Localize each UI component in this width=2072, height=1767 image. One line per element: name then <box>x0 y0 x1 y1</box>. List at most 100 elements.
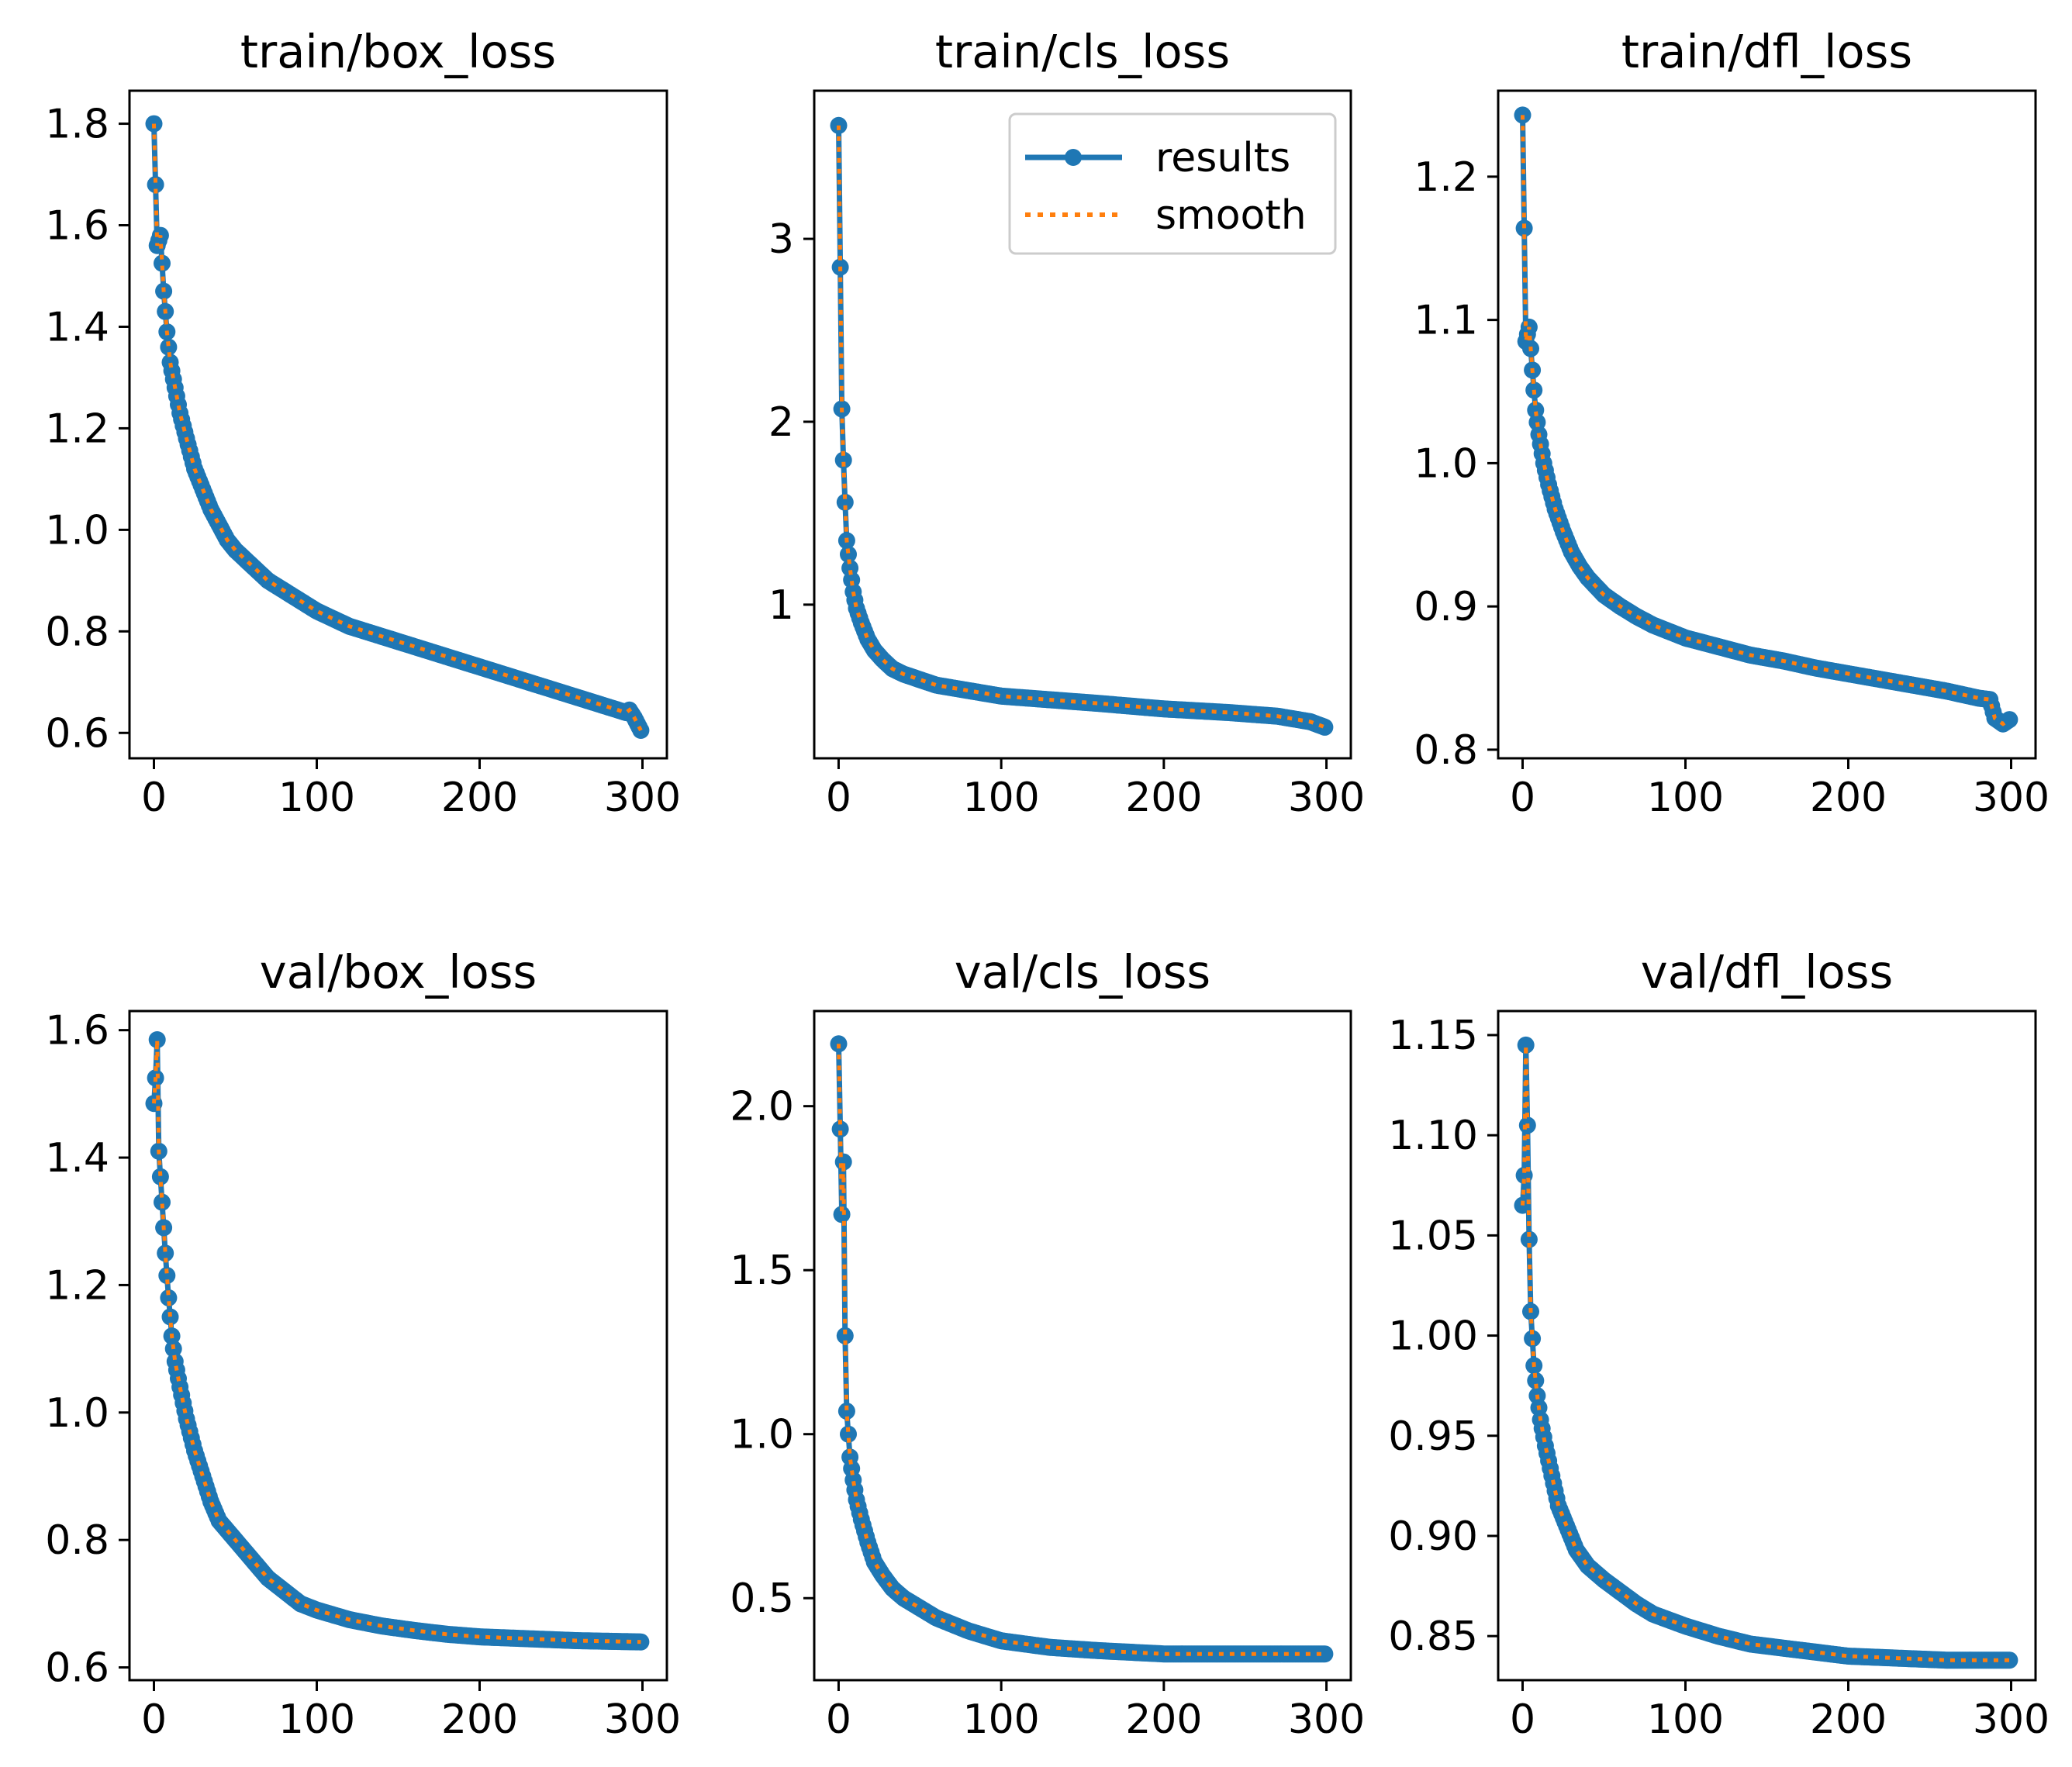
legend-label-results: results <box>1155 135 1290 181</box>
smooth-series-line <box>152 123 643 732</box>
x-tick-label: 300 <box>1973 1696 2050 1743</box>
x-tick-label: 200 <box>1125 1696 1202 1743</box>
data-point <box>1520 1230 1538 1248</box>
y-tick-label: 1.10 <box>1388 1113 1478 1159</box>
axes-frame <box>128 1009 668 1682</box>
y-tick-label: 2.0 <box>730 1084 794 1130</box>
data-point <box>1316 718 1334 736</box>
y-tick-label: 1.6 <box>45 203 109 250</box>
data-point <box>147 176 164 194</box>
data-point <box>157 1244 174 1262</box>
data-point <box>160 338 178 356</box>
data-point <box>160 1289 178 1306</box>
y-tick-label: 1.0 <box>730 1412 794 1458</box>
y-tick-label: 1.15 <box>1388 1013 1478 1059</box>
axes-frame <box>1497 1009 2037 1682</box>
x-tick-label: 100 <box>1647 775 1724 821</box>
y-tick-label: 1.00 <box>1388 1313 1478 1360</box>
data-point <box>2001 711 2018 729</box>
subplot-val-box-loss: val/box_loss 0 100 200 300 0.6 0.8 1.0 1.2 1.4 1.6 <box>45 945 681 1743</box>
y-tick-label: 2 <box>768 399 794 446</box>
data-point <box>834 451 852 469</box>
axes-frame <box>128 89 668 760</box>
chart-title: train/box_loss <box>240 25 556 78</box>
y-tick-label: 0.8 <box>1414 727 1478 774</box>
subplot-train-box-loss: train/box_loss 0 100 200 300 0.6 0.8 1.0 1.2 1.4 1… <box>45 25 681 821</box>
x-tick-label: 100 <box>963 1696 1040 1743</box>
axes-frame <box>1497 89 2037 760</box>
subplot-val-cls-loss: val/cls_loss 0 100 200 300 0.5 1.0 1.5 2.0 <box>730 945 1365 1743</box>
data-point <box>837 1403 855 1420</box>
data-point <box>1527 1372 1545 1389</box>
y-tick-label: 1.0 <box>45 1390 109 1437</box>
subplot-train-cls-loss: train/cls_loss 0 100 200 300 1 2 3 results smooth <box>768 25 1365 821</box>
y-tick-label: 0.85 <box>1388 1613 1478 1660</box>
data-point <box>836 1327 854 1344</box>
y-tick-label: 0.8 <box>45 609 109 655</box>
x-tick-label: 200 <box>1125 775 1202 821</box>
x-tick-label: 300 <box>1288 775 1365 821</box>
y-tick-label: 1.05 <box>1388 1213 1478 1259</box>
x-tick-label: 0 <box>1510 775 1535 821</box>
y-tick-label: 1.2 <box>1414 154 1478 201</box>
x-tick-label: 200 <box>1810 1696 1887 1743</box>
y-tick-label: 0.5 <box>730 1575 794 1622</box>
y-tick-label: 0.8 <box>45 1517 109 1564</box>
x-tick-label: 200 <box>441 1696 518 1743</box>
x-tick-label: 0 <box>826 775 851 821</box>
axes-frame <box>813 1009 1352 1682</box>
y-tick-label: 1 <box>768 582 794 629</box>
y-tick-label: 1.0 <box>1414 440 1478 487</box>
x-tick-label: 200 <box>441 775 518 821</box>
x-tick-label: 100 <box>963 775 1040 821</box>
x-tick-label: 300 <box>1288 1696 1365 1743</box>
data-point <box>154 254 171 272</box>
legend-results-marker <box>1065 149 1082 166</box>
subplot-val-dfl-loss: val/dfl_loss 0 100 200 300 0.85 0.90 0.95 1.00 1.… <box>1388 945 2050 1743</box>
smooth-series-line <box>152 1039 641 1644</box>
x-tick-label: 300 <box>604 775 681 821</box>
data-point <box>151 1168 169 1185</box>
data-point <box>1517 1036 1535 1054</box>
x-tick-label: 300 <box>604 1696 681 1743</box>
y-tick-label: 1.4 <box>45 304 109 350</box>
y-tick-label: 0.90 <box>1388 1513 1478 1560</box>
chart-title: train/cls_loss <box>935 25 1230 78</box>
y-tick-label: 0.6 <box>45 710 109 757</box>
axes-frame <box>813 89 1352 760</box>
x-tick-label: 0 <box>141 1696 167 1743</box>
chart-title: val/box_loss <box>260 945 537 999</box>
data-point <box>2001 1651 2018 1669</box>
y-tick-label: 0.6 <box>45 1645 109 1692</box>
data-point <box>148 1031 166 1048</box>
y-tick-label: 3 <box>768 216 794 263</box>
data-point <box>831 1120 849 1138</box>
y-tick-label: 1.0 <box>45 507 109 554</box>
data-point <box>836 493 854 511</box>
x-tick-label: 100 <box>278 1696 355 1743</box>
y-tick-label: 0.9 <box>1414 584 1478 630</box>
smooth-series-line <box>1521 115 2011 726</box>
data-point <box>840 1425 857 1443</box>
y-tick-label: 1.8 <box>45 102 109 148</box>
x-tick-label: 300 <box>1973 775 2050 821</box>
results-series-markers <box>1514 1036 2018 1669</box>
y-tick-label: 1.1 <box>1414 298 1478 344</box>
legend-box <box>1008 112 1337 255</box>
subplot-train-dfl-loss: train/dfl_loss 0 100 200 300 0.8 0.9 1.0 1.1 1.2 <box>1414 25 2050 821</box>
x-tick-label: 200 <box>1810 775 1887 821</box>
results-series-markers <box>145 115 650 739</box>
data-point <box>161 1308 179 1326</box>
x-tick-label: 100 <box>278 775 355 821</box>
y-tick-label: 1.5 <box>730 1248 794 1294</box>
y-tick-label: 1.2 <box>45 1262 109 1309</box>
data-point <box>1524 1330 1542 1348</box>
smooth-series-line <box>837 1044 1325 1656</box>
data-point <box>833 1206 851 1223</box>
x-tick-label: 0 <box>826 1696 851 1743</box>
legend-label-smooth: smooth <box>1155 192 1307 239</box>
legend: results smooth <box>1008 112 1337 255</box>
data-point <box>1515 219 1533 237</box>
